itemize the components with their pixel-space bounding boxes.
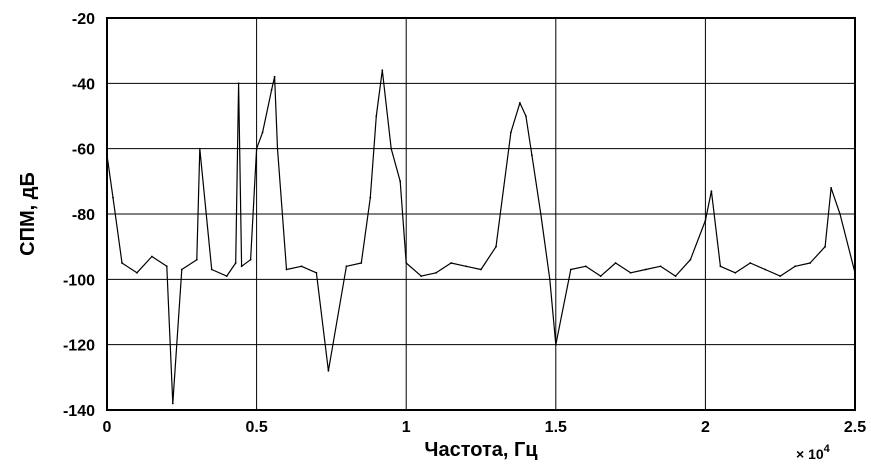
- data-point: [390, 147, 393, 150]
- data-point: [270, 89, 273, 91]
- data-point: [525, 115, 527, 117]
- y-axis-ticks: -20 -40 -60 -80 -100 -120 -140: [63, 11, 95, 420]
- x-multiplier-base: × 10: [796, 446, 824, 462]
- x-axis-ticks: 0 0.5 1 1.5 2 2.5: [103, 419, 867, 436]
- data-point: [121, 262, 123, 264]
- data-point: [644, 268, 647, 271]
- data-point: [809, 262, 811, 264]
- data-point: [531, 154, 533, 157]
- data-point: [599, 275, 602, 277]
- data-point: [450, 262, 452, 264]
- data-point: [285, 268, 288, 271]
- x-tick-label: 2: [701, 419, 710, 436]
- data-point: [315, 271, 318, 274]
- data-point: [405, 262, 408, 264]
- data-point: [719, 265, 722, 268]
- data-point: [435, 271, 437, 274]
- y-tick-label: -100: [63, 272, 95, 289]
- data-point: [764, 268, 767, 271]
- data-point: [830, 187, 832, 189]
- data-point: [195, 258, 198, 261]
- data-point: [510, 131, 512, 134]
- data-point: [234, 262, 237, 264]
- data-point: [779, 275, 782, 277]
- data-point: [237, 82, 240, 85]
- data-point: [171, 402, 174, 405]
- data-point: [614, 262, 617, 264]
- grid-lines: [106, 17, 856, 411]
- data-point: [136, 271, 138, 274]
- y-tick-label: -40: [72, 76, 95, 93]
- data-point: [554, 343, 557, 346]
- data-point: [345, 265, 348, 268]
- data-point: [273, 75, 276, 78]
- y-tick-label: -60: [72, 142, 95, 159]
- data-point: [327, 369, 330, 372]
- y-tick-label: -20: [72, 11, 95, 28]
- data-point: [381, 69, 384, 72]
- data-point: [569, 268, 572, 271]
- data-point: [276, 147, 279, 150]
- x-tick-label: 0: [103, 419, 112, 436]
- data-point: [539, 213, 542, 215]
- data-point: [261, 131, 264, 134]
- x-tick-label: 2.5: [844, 419, 866, 436]
- y-tick-label: -120: [63, 338, 95, 355]
- data-point: [420, 275, 423, 277]
- data-point: [584, 265, 587, 268]
- data-point: [465, 265, 467, 268]
- psd-series-line: [106, 69, 856, 405]
- y-tick-label: -140: [63, 403, 95, 420]
- data-point: [240, 265, 243, 268]
- data-point: [495, 245, 497, 248]
- data-point: [480, 268, 482, 271]
- psd-series: [106, 69, 856, 405]
- data-point: [225, 275, 228, 277]
- data-point: [165, 265, 168, 268]
- x-multiplier-exponent: 4: [824, 443, 831, 455]
- data-point: [112, 196, 114, 199]
- data-point: [399, 180, 402, 183]
- x-tick-label: 1: [402, 419, 411, 436]
- y-axis-label: СПМ, дБ: [17, 172, 39, 256]
- data-point: [300, 265, 303, 268]
- data-point: [749, 262, 752, 264]
- x-axis-multiplier: × 104: [796, 443, 831, 462]
- y-tick-label: -80: [72, 207, 95, 224]
- data-point: [255, 147, 258, 150]
- data-point: [689, 258, 692, 261]
- x-axis-label: Частота, Гц: [424, 439, 538, 461]
- data-point: [180, 268, 183, 271]
- data-point: [210, 268, 213, 271]
- data-point: [674, 275, 677, 277]
- data-point: [794, 265, 797, 268]
- data-point: [659, 265, 662, 268]
- data-point: [198, 147, 201, 150]
- x-tick-label: 0.5: [245, 419, 267, 436]
- plot-frame: [106, 17, 856, 411]
- data-point: [710, 190, 713, 193]
- x-tick-label: 1.5: [545, 419, 567, 436]
- data-point: [734, 271, 737, 274]
- data-point: [375, 115, 378, 117]
- data-point: [704, 219, 707, 222]
- data-point: [249, 258, 252, 261]
- data-point: [629, 271, 632, 274]
- data-point: [519, 102, 521, 104]
- data-point: [360, 262, 363, 264]
- data-point: [151, 255, 153, 258]
- data-point: [839, 213, 841, 215]
- data-point: [824, 245, 826, 248]
- data-point: [369, 196, 372, 199]
- data-point: [548, 278, 551, 281]
